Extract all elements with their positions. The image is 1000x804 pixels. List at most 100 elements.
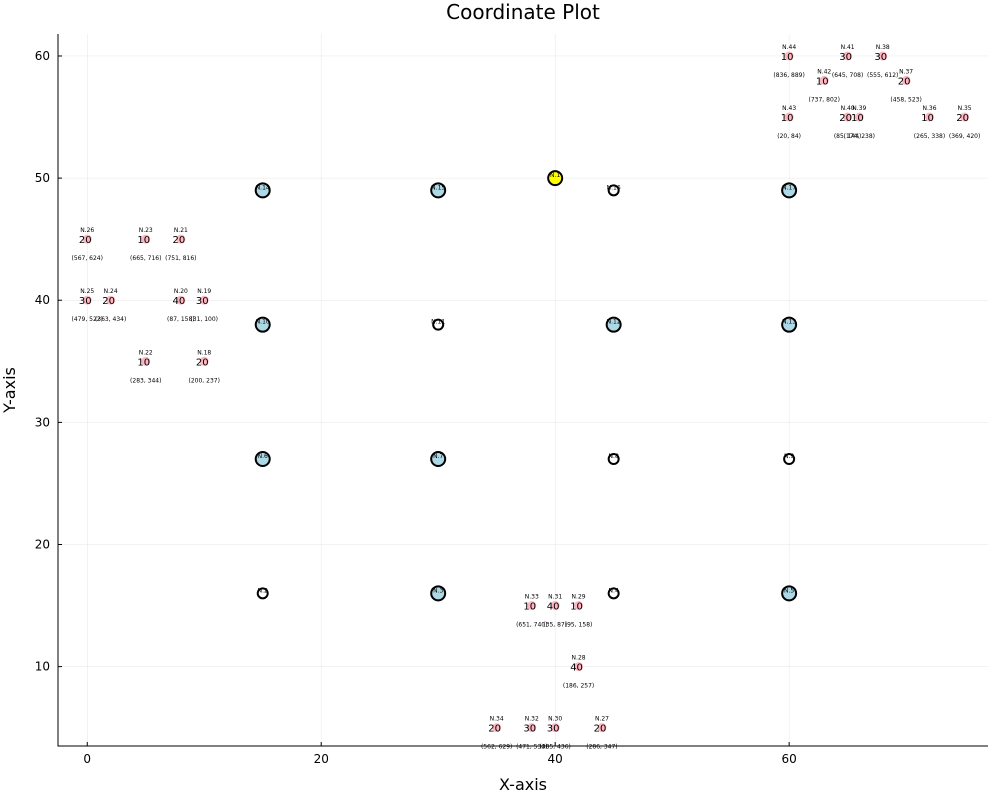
marker-range-label: (85, 144) <box>834 133 862 140</box>
marker-value-label: 20 <box>956 113 969 124</box>
marker-point <box>550 601 560 611</box>
node-point-group: N.13 <box>781 316 798 333</box>
y-tick-label: 10 <box>35 660 50 674</box>
marker-range-label: (385, 436) <box>539 744 570 751</box>
marker-id-label: N.26 <box>80 227 94 234</box>
marker-id-label: N.27 <box>595 716 609 723</box>
node-point-group: N.6 <box>254 451 271 468</box>
node-id-label: N.4 <box>609 587 619 594</box>
marker-id-label: N.23 <box>139 227 153 234</box>
marker-range-label: (31, 100) <box>190 316 218 323</box>
marker-value-label: 40 <box>570 663 583 674</box>
node-id-label: N.11 <box>431 319 445 326</box>
marker-value-label: 10 <box>137 357 150 368</box>
marker-value-label: 10 <box>816 76 829 87</box>
node-point <box>256 587 269 600</box>
marker-range-label: (555, 612) <box>867 72 898 79</box>
marker-point <box>492 723 502 733</box>
y-tick-label: 40 <box>35 293 50 307</box>
node-id-label: N.6 <box>258 453 268 460</box>
marker-range-label: (95, 158) <box>565 622 593 629</box>
node-point-group: N.1 <box>547 170 564 187</box>
marker-id-label: N.42 <box>817 68 831 75</box>
marker-id-label: N.44 <box>782 44 796 51</box>
marker-point <box>843 112 853 122</box>
x-tick-label: 60 <box>781 752 796 766</box>
node-point-group: N.2 <box>256 587 269 600</box>
node-point-group: N.11 <box>431 318 445 331</box>
marker-point <box>784 51 794 61</box>
marker-point <box>843 51 853 61</box>
marker-value-label: 30 <box>547 724 560 735</box>
marker-point <box>82 295 92 305</box>
marker-range-label: (458, 523) <box>890 96 921 103</box>
marker-id-label: N.19 <box>197 288 211 295</box>
marker-id-label: N.31 <box>548 594 562 601</box>
chart-title: Coordinate Plot <box>446 0 600 24</box>
marker-value-label: 30 <box>523 724 536 735</box>
marker-id-label: N.24 <box>104 288 118 295</box>
y-tick-label: 20 <box>35 537 50 551</box>
node-id-label: N.10 <box>256 319 270 326</box>
marker-range-label: (567, 624) <box>72 255 103 262</box>
marker-value-label: 20 <box>488 724 501 735</box>
node-point <box>781 182 798 199</box>
node-point <box>430 182 447 199</box>
marker-point <box>574 662 584 672</box>
marker-id-label: N.33 <box>525 594 539 601</box>
node-point-group: N.15 <box>430 182 447 199</box>
marker-range-label: (751, 816) <box>165 255 196 262</box>
marker-id-label: N.34 <box>490 716 504 723</box>
marker-id-label: N.43 <box>782 105 796 112</box>
y-tick-label: 60 <box>35 49 50 63</box>
node-point-group: N.7 <box>430 451 447 468</box>
marker-value-label: 20 <box>839 113 852 124</box>
marker-id-label: N.25 <box>80 288 94 295</box>
marker-id-label: N.39 <box>852 105 866 112</box>
node-point <box>607 184 620 197</box>
marker-point <box>527 723 537 733</box>
marker-range-label: (200, 237) <box>189 377 220 384</box>
marker-value-label: 20 <box>594 724 607 735</box>
marker-range-label: (562, 629) <box>481 744 512 751</box>
node-point-group: N.4 <box>607 587 620 600</box>
node-point-group: N.3 <box>430 585 447 602</box>
node-id-label: N.2 <box>258 587 268 594</box>
marker-point <box>82 234 92 244</box>
marker-range-label: (283, 344) <box>130 377 161 384</box>
y-axis-label: Y-axis <box>0 367 19 414</box>
x-axis-label: X-axis <box>499 775 547 794</box>
marker-range-label: (174, 238) <box>844 133 875 140</box>
marker-value-label: 10 <box>781 113 794 124</box>
marker-value-label: 20 <box>102 296 115 307</box>
node-point-group: N.16 <box>607 184 621 197</box>
marker-range-label: (186, 257) <box>563 683 594 690</box>
node-point-group: N.10 <box>254 316 271 333</box>
marker-value-label: 30 <box>874 52 887 63</box>
marker-point <box>878 51 888 61</box>
node-id-label: N.12 <box>607 319 621 326</box>
node-id-label: N.1 <box>550 172 560 179</box>
marker-value-label: 10 <box>781 52 794 63</box>
marker-value-label: 20 <box>898 76 911 87</box>
x-tick-label: 20 <box>314 752 329 766</box>
node-layer: N.1 N.2 N.3 N.4 N.5 N.6 N.7 N.8 N.9 N.10 N.11 N.12 N… <box>254 170 798 602</box>
marker-point <box>784 112 794 122</box>
node-point-group: N.17 <box>781 182 798 199</box>
marker-value-label: 30 <box>79 296 92 307</box>
marker-value-label: 20 <box>79 235 92 246</box>
